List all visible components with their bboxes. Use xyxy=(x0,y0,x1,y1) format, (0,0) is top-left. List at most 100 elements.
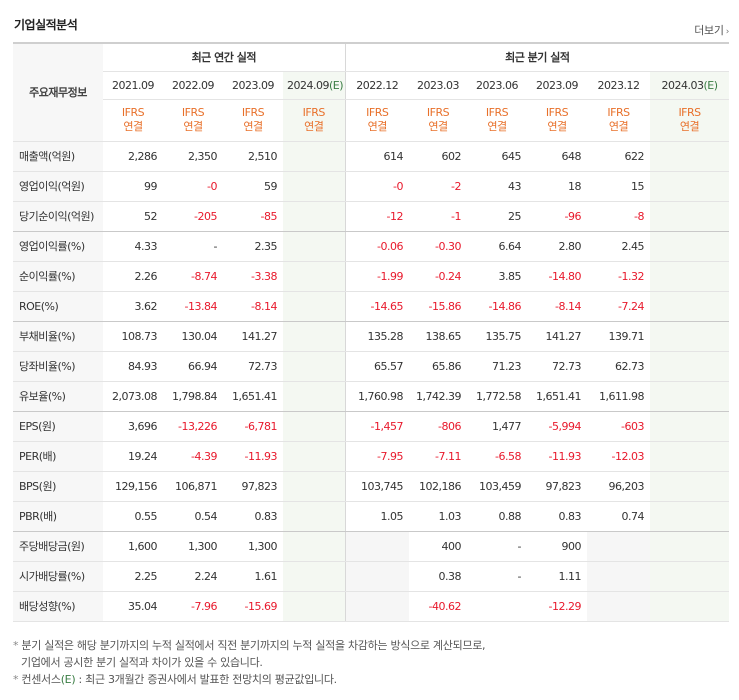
chevron-right-icon: › xyxy=(725,27,730,37)
annual-cell: 0.54 xyxy=(163,501,223,532)
ifrs-header: IFRS 연결 xyxy=(223,99,283,142)
quarter-cell: 1,651.41 xyxy=(527,381,588,412)
table-row: PER(배) 19.24 -4.39 -11.93 -7.95 -7.11 -6.58 -11… xyxy=(13,441,730,472)
annual-cell xyxy=(283,411,346,442)
quarter-cell: -12.29 xyxy=(527,591,588,622)
more-link[interactable]: 더보기 › xyxy=(694,22,729,38)
quarter-cell xyxy=(650,261,730,292)
estimate-mark: (E) xyxy=(329,78,344,92)
annual-cell: -8.74 xyxy=(163,261,223,292)
quarter-cell xyxy=(344,531,410,562)
footnote-1-cont: 기업에서 공시한 분기 실적과 차이가 있을 수 있습니다. xyxy=(21,656,263,669)
footnote-1: * 분기 실적은 해당 분기까지의 누적 실적에서 직전 분기까지의 누적 실적… xyxy=(13,639,486,652)
quarter-cell xyxy=(650,411,730,442)
quarter-cell: -8.14 xyxy=(527,291,588,322)
annual-cell xyxy=(283,381,346,412)
header-date-row: 2021.09 2022.09 2023.09 2024.09(E) 2022.12 20… xyxy=(13,71,730,100)
annual-cell xyxy=(283,501,346,532)
quarter-cell: -1 xyxy=(409,201,468,232)
quarter-cell: 139.71 xyxy=(587,321,651,352)
annual-cell: -11.93 xyxy=(223,441,283,472)
quarter-cell: 1.05 xyxy=(344,501,410,532)
quarter-cell: -5,994 xyxy=(527,411,588,442)
table-row: 영업이익(억원) 99 -0 59 -0 -2 43 18 15 xyxy=(13,171,730,202)
annual-cell: -205 xyxy=(163,201,223,232)
quarter-cell xyxy=(650,351,730,382)
quarter-cell: 1,760.98 xyxy=(344,381,410,412)
table-row: 주당배당금(원) 1,600 1,300 1,300 400-900 xyxy=(13,531,730,562)
quarter-cell: - xyxy=(467,531,528,562)
annual-cell: 1,798.84 xyxy=(163,381,223,412)
ifrs-header: IFRS 연결 xyxy=(409,99,468,142)
header-ifrs-row: IFRS 연결 IFRS 연결 IFRS 연결 IFRS 연결 IFRS 연결 IFRS 연결 IFRS… xyxy=(13,99,730,142)
quarter-cell: 1,477 xyxy=(467,411,528,442)
quarter-cell: -11.93 xyxy=(527,441,588,472)
quarter-cell xyxy=(650,531,730,562)
quarter-cell: -0 xyxy=(344,171,410,202)
quarter-cell: -1,457 xyxy=(344,411,410,442)
quarter-cell: -0.06 xyxy=(344,231,410,262)
quarter-cell: -12 xyxy=(344,201,410,232)
annual-cell xyxy=(283,471,346,502)
annual-cell xyxy=(283,321,346,352)
annual-cell: - xyxy=(163,231,223,262)
ifrs-header: IFRS 연결 xyxy=(163,99,223,142)
annual-cell: 2,286 xyxy=(103,141,163,172)
quarter-cell: -806 xyxy=(409,411,468,442)
annual-cell: -13,226 xyxy=(163,411,223,442)
annual-cell: 4.33 xyxy=(103,231,163,262)
table-row: 영업이익률(%) 4.33-2.35 -0.06 -0.30 6.64 2.80 2.45 xyxy=(13,231,730,262)
table-row: 당좌비율(%) 84.93 66.94 72.73 65.57 65.86 71.23 72.… xyxy=(13,351,730,382)
quarter-cell: 96,203 xyxy=(587,471,651,502)
annual-cell: 2,350 xyxy=(163,141,223,172)
quarter-cell xyxy=(650,141,730,172)
quarter-cell xyxy=(650,321,730,352)
quarter-cell: 3.85 xyxy=(467,261,528,292)
table-row: EPS(원) 3,696 -13,226 -6,781 -1,457 -806 1,477-… xyxy=(13,411,730,442)
annual-cell: -4.39 xyxy=(163,441,223,472)
annual-cell: -8.14 xyxy=(223,291,283,322)
quarter-cell xyxy=(587,561,651,592)
quarter-group-header: 최근 분기 실적 xyxy=(344,42,730,72)
quarter-cell: 65.57 xyxy=(344,351,410,382)
row-label: EPS(원) xyxy=(13,411,103,442)
quarter-date-header: 2023.09 xyxy=(527,71,588,100)
annual-group-header: 최근 연간 실적 xyxy=(103,42,346,72)
quarter-cell: 2.80 xyxy=(527,231,588,262)
quarter-cell: -8 xyxy=(587,201,651,232)
row-label: 시가배당률(%) xyxy=(13,561,103,592)
annual-cell: 141.27 xyxy=(223,321,283,352)
quarter-cell: 602 xyxy=(409,141,468,172)
quarter-cell: 2.45 xyxy=(587,231,651,262)
row-label: 배당성향(%) xyxy=(13,591,103,622)
quarter-cell: 18 xyxy=(527,171,588,202)
more-label: 더보기 xyxy=(694,24,724,37)
quarter-cell: 141.27 xyxy=(527,321,588,352)
annual-cell xyxy=(283,201,346,232)
quarter-cell: -603 xyxy=(587,411,651,442)
quarter-cell: -6.58 xyxy=(467,441,528,472)
table-row: 당기순이익(억원) 52 -205 -85 -12 -1 25 -96 -8 xyxy=(13,201,730,232)
annual-cell: 129,156 xyxy=(103,471,163,502)
annual-cell: 3,696 xyxy=(103,411,163,442)
quarter-cell: -15.86 xyxy=(409,291,468,322)
quarter-cell: -1.32 xyxy=(587,261,651,292)
annual-cell: 97,823 xyxy=(223,471,283,502)
table-row: ROE(%) 3.62 -13.84 -8.14 -14.65 -15.86 -14.86-… xyxy=(13,291,730,322)
quarter-cell xyxy=(650,201,730,232)
row-label: BPS(원) xyxy=(13,471,103,502)
annual-cell xyxy=(283,261,346,292)
annual-cell xyxy=(283,141,346,172)
annual-cell: 1.61 xyxy=(223,561,283,592)
annual-cell: 2.25 xyxy=(103,561,163,592)
annual-cell xyxy=(283,441,346,472)
annual-cell: 35.04 xyxy=(103,591,163,622)
quarter-cell: -2 xyxy=(409,171,468,202)
row-label: PBR(배) xyxy=(13,501,103,532)
table-row: 순이익률(%) 2.26 -8.74 -3.38 -1.99 -0.24 3.85 -14.8… xyxy=(13,261,730,292)
table-row: 부채비율(%) 108.73 130.04 141.27 135.28 138.65 135… xyxy=(13,321,730,352)
annual-cell xyxy=(283,561,346,592)
quarter-cell xyxy=(467,591,528,622)
table-row: 배당성향(%) 35.04 -7.96 -15.69 -40.62 -12.29 xyxy=(13,591,730,622)
ifrs-header: IFRS 연결 xyxy=(527,99,588,142)
